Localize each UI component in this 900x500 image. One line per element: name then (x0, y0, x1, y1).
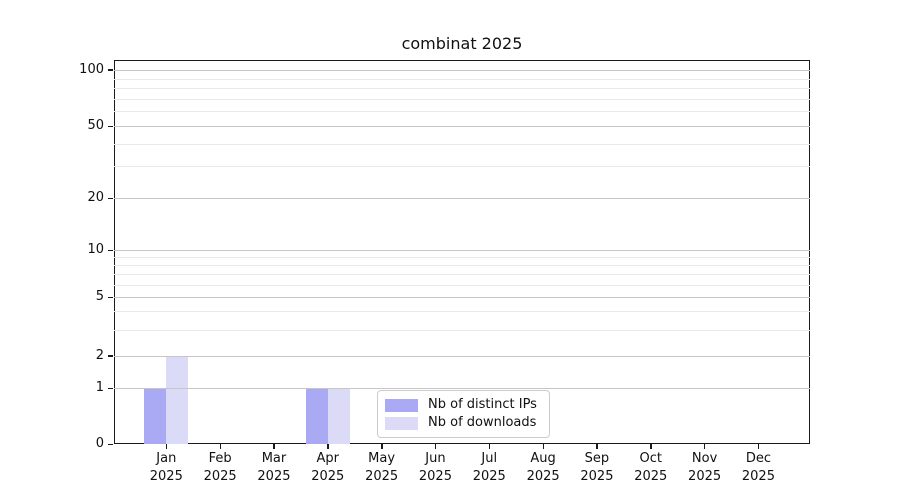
legend-swatch-downloads (385, 416, 418, 430)
plot-area (114, 60, 810, 444)
bar-downloads (166, 355, 189, 444)
bar-distinct-ips (305, 388, 328, 444)
chart-legend: Nb of distinct IPs Nb of downloads (377, 390, 550, 438)
legend-item-distinct-ips: Nb of distinct IPs (385, 398, 537, 412)
legend-item-downloads: Nb of downloads (385, 416, 537, 430)
legend-swatch-distinct-ips (385, 398, 418, 412)
legend-label-distinct-ips: Nb of distinct IPs (428, 397, 537, 412)
chart-title: combinat 2025 (401, 34, 523, 53)
bar-downloads (327, 388, 350, 444)
bar-distinct-ips (144, 388, 167, 444)
legend-label-downloads: Nb of downloads (428, 415, 537, 430)
